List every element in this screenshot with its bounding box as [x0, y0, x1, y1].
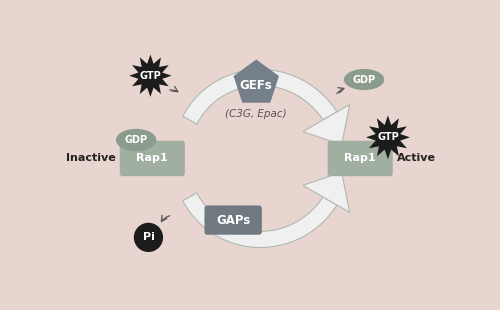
- Text: Rap1: Rap1: [344, 153, 376, 163]
- Polygon shape: [129, 55, 172, 97]
- Text: Active: Active: [397, 153, 436, 163]
- Text: GDP: GDP: [124, 135, 148, 145]
- Ellipse shape: [116, 129, 156, 151]
- FancyBboxPatch shape: [204, 206, 262, 235]
- Text: GEFs: GEFs: [240, 79, 272, 92]
- Ellipse shape: [344, 69, 385, 90]
- Text: GTP: GTP: [140, 71, 161, 81]
- Polygon shape: [183, 193, 337, 247]
- Text: Pi: Pi: [142, 232, 154, 242]
- Polygon shape: [366, 115, 410, 159]
- Text: Inactive: Inactive: [66, 153, 116, 163]
- Text: GDP: GDP: [352, 74, 376, 85]
- Polygon shape: [183, 69, 337, 124]
- FancyBboxPatch shape: [328, 141, 392, 176]
- Text: Rap1: Rap1: [136, 153, 168, 163]
- Polygon shape: [234, 60, 279, 103]
- FancyBboxPatch shape: [120, 141, 185, 176]
- Text: GAPs: GAPs: [216, 214, 250, 227]
- Circle shape: [134, 223, 163, 252]
- Polygon shape: [303, 172, 350, 212]
- Polygon shape: [303, 104, 350, 145]
- Text: GTP: GTP: [377, 132, 399, 142]
- Text: (C3G, Epac): (C3G, Epac): [226, 109, 287, 119]
